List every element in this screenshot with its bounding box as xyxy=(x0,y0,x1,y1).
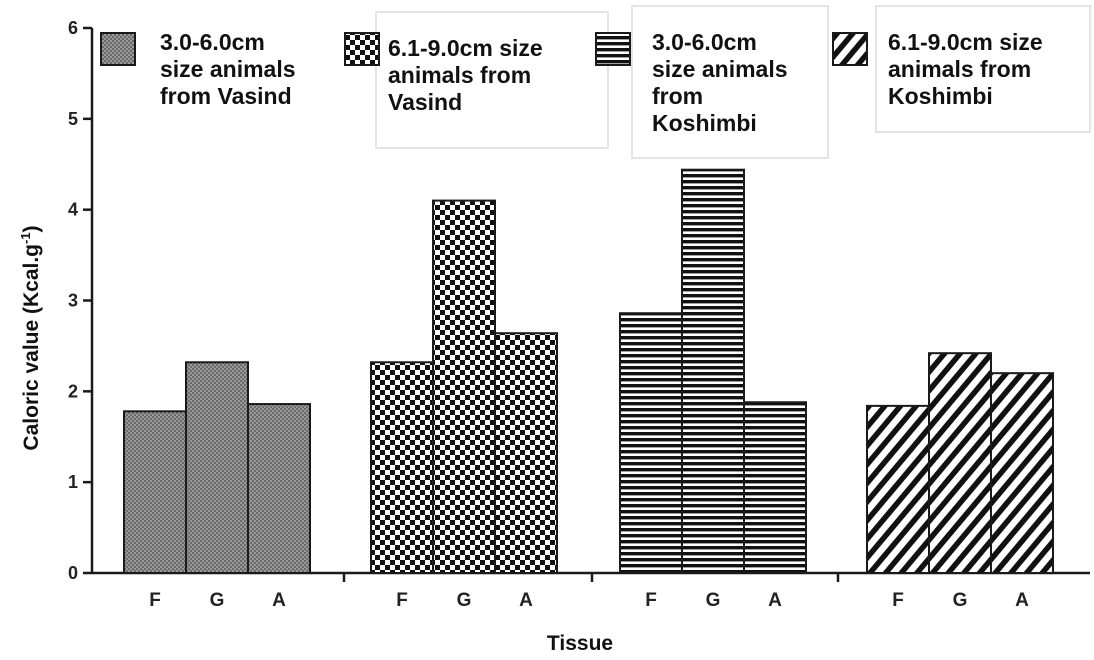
bar xyxy=(185,361,249,574)
bar-group xyxy=(370,199,558,575)
y-axis-title-sup: -1 xyxy=(18,232,33,244)
category-tick-label: G xyxy=(706,590,721,611)
y-axis: 0 1 2 3 4 5 6 xyxy=(68,18,94,583)
y-ticks: 0 1 2 3 4 5 6 xyxy=(68,18,92,583)
legend-box xyxy=(875,5,1091,133)
legend-label: 6.1-9.0cm size animals from Vasind xyxy=(388,35,543,115)
legend-item: 6.1-9.0cm size animals from Vasind xyxy=(344,11,609,149)
y-tick-label: 1 xyxy=(68,472,78,492)
y-tick-label: 3 xyxy=(68,291,78,311)
legend-box xyxy=(375,11,609,149)
legend-swatch xyxy=(595,32,631,66)
category-tick-label: A xyxy=(272,590,286,611)
category-tick-label: A xyxy=(1015,590,1029,611)
y-tick-label: 6 xyxy=(68,18,78,38)
category-tick-label: A xyxy=(519,590,533,611)
category-tick-label: G xyxy=(953,590,968,611)
bar xyxy=(866,404,930,574)
y-axis-title-main: Caloric value (Kcal.g xyxy=(20,244,43,451)
bar xyxy=(123,410,187,575)
legend-swatch xyxy=(100,32,136,66)
bar-groups xyxy=(123,168,1054,575)
legend-swatch xyxy=(344,32,380,66)
bar xyxy=(681,168,745,574)
legend-item: 3.0-6.0cm size animals from Vasind xyxy=(100,29,296,109)
x-axis xyxy=(92,571,1090,582)
bar xyxy=(432,199,496,574)
bar-group xyxy=(123,361,311,575)
bar xyxy=(928,352,992,574)
bar xyxy=(370,361,434,574)
bar xyxy=(247,403,311,574)
bar-group xyxy=(619,168,807,574)
category-tick-label: F xyxy=(892,590,904,611)
legend-item: 3.0-6.0cm size animals from Koshimbi xyxy=(595,5,829,159)
legend-item: 6.1-9.0cm size animals from Koshimbi xyxy=(832,5,1091,133)
category-tick-label: F xyxy=(149,590,161,611)
legend-label: 3.0-6.0cm size animals from Koshimbi xyxy=(652,29,788,136)
bar xyxy=(990,372,1054,574)
legend-swatch xyxy=(832,32,868,66)
x-ticks xyxy=(342,573,840,582)
y-axis-title-suffix: ) xyxy=(20,225,43,232)
y-tick-label: 5 xyxy=(68,109,78,129)
legend-label: 6.1-9.0cm size animals from Koshimbi xyxy=(888,29,1043,109)
y-tick-label: 4 xyxy=(68,200,78,220)
bar-group xyxy=(866,352,1054,574)
bar xyxy=(743,401,807,574)
x-axis-title: Tissue xyxy=(547,632,613,655)
legend: 3.0-6.0cm size animals from Vasind 6.1-9.0c… xyxy=(100,5,1091,159)
y-tick-label: 2 xyxy=(68,381,78,401)
category-tick-label: A xyxy=(768,590,782,611)
bar xyxy=(619,312,683,574)
legend-box xyxy=(631,5,829,159)
y-axis-title: Caloric value (Kcal.g-1) xyxy=(18,225,43,450)
category-tick-label: G xyxy=(457,590,472,611)
category-tick-label: G xyxy=(210,590,225,611)
bar xyxy=(494,332,558,575)
category-tick-label: F xyxy=(645,590,657,611)
legend-label: 3.0-6.0cm size animals from Vasind xyxy=(160,29,296,109)
category-tick-label: F xyxy=(396,590,408,611)
y-tick-label: 0 xyxy=(68,563,78,583)
